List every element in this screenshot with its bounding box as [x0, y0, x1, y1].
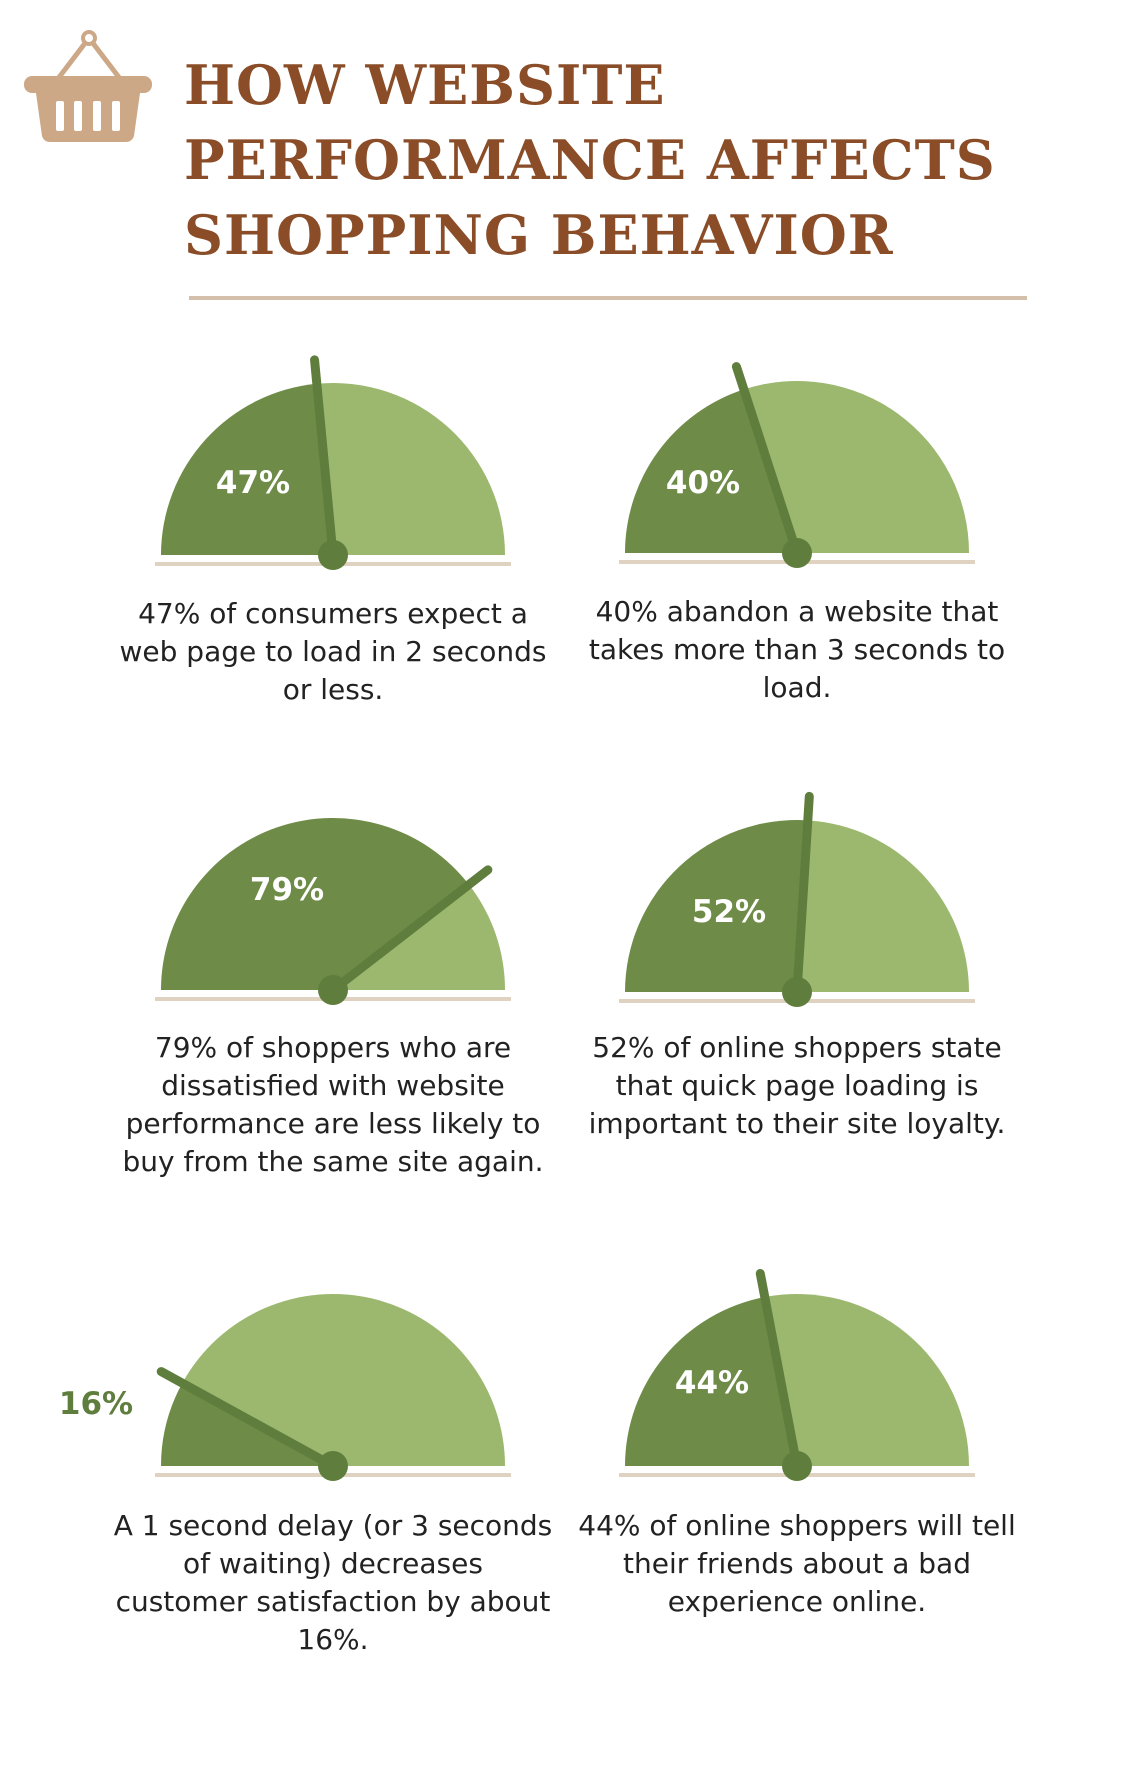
- gauge-needle: [156, 1367, 338, 1471]
- gauge-caption: 79% of shoppers who are dissatisfied wit…: [122, 1031, 544, 1178]
- gauge-dark-sector: [161, 383, 333, 555]
- gauge-caption: 47% of consumers expect a web page to lo…: [119, 597, 547, 706]
- gauge-caption: 40% abandon a website that takes more th…: [588, 595, 1006, 704]
- title-line: PERFORMANCE AFFECTS: [184, 128, 996, 192]
- shopping-basket-icon: [24, 30, 152, 142]
- gauge-pivot: [318, 1451, 348, 1481]
- gauge-pivot: [318, 540, 348, 570]
- page-title: HOW WEBSITE PERFORMANCE AFFECTS SHOPPING…: [184, 48, 996, 273]
- gauge-needle: [310, 355, 338, 560]
- gauge-needle: [755, 1268, 802, 1471]
- gauge-caption: 52% of online shoppers state that quick …: [588, 1031, 1006, 1140]
- gauge-caption: 44% of online shoppers will tell their f…: [578, 1509, 1016, 1618]
- title-divider: [189, 296, 1027, 300]
- gauge-needle: [792, 791, 814, 997]
- gauge-light-sector: [764, 1294, 969, 1466]
- title-line: SHOPPING BEHAVIOR: [184, 203, 894, 267]
- gauge-dark-sector: [161, 817, 469, 990]
- gauge-light-sector: [743, 381, 969, 553]
- gauge-value-label: 40%: [666, 465, 740, 501]
- gauge-light-sector: [316, 382, 505, 555]
- gauge-pivot: [318, 975, 348, 1005]
- gauge-value-label: 52%: [692, 894, 766, 930]
- gauge-pivot: [782, 538, 812, 568]
- gauge-light-sector: [333, 884, 505, 990]
- gauge-value-label: 47%: [216, 465, 290, 501]
- gauge-value-label: 44%: [675, 1365, 749, 1401]
- gauge-caption: A 1 second delay (or 3 seconds of waitin…: [113, 1509, 553, 1656]
- gauge-light-sector: [797, 820, 969, 992]
- gauge-dark-sector: [625, 1297, 797, 1466]
- gauge-value-label: 79%: [250, 872, 324, 908]
- gauge-value-label: 16%: [59, 1386, 133, 1422]
- gauge-pivot: [782, 1451, 812, 1481]
- gauge-dark-sector: [625, 820, 808, 992]
- gauge-needle: [328, 865, 493, 995]
- gauge-needle: [731, 362, 802, 558]
- gauge-pivot: [782, 977, 812, 1007]
- title-line: HOW WEBSITE: [184, 53, 666, 117]
